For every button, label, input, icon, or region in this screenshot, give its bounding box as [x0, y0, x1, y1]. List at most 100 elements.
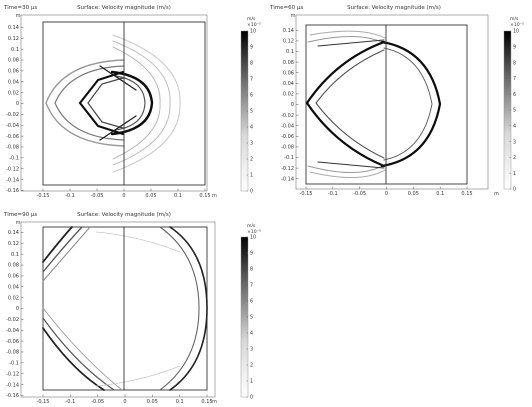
colorbar-tick-label: 8	[250, 61, 253, 67]
panel-2-domain-boundary	[305, 24, 468, 185]
x-tick-label: 0	[123, 399, 126, 405]
panel-3-title: Surface: Velocity magnitude (m/s)	[77, 212, 171, 218]
y-tick-label: 0.12	[8, 241, 19, 247]
panel-2-time-label: Time=60 μs	[269, 5, 303, 11]
colorbar-tick-label: 4	[513, 124, 516, 130]
x-tick-label: 0.05	[145, 193, 156, 199]
y-tick-label: 0	[16, 101, 19, 107]
colorbar-tick-label: 4	[250, 125, 253, 131]
y-tick-label: -0.08	[6, 350, 19, 356]
y-tick-label: 0.02	[8, 90, 19, 96]
panel-1-ripple	[112, 40, 171, 166]
panel-3-y-unit: m	[16, 220, 21, 226]
panel-3-front	[42, 307, 123, 391]
y-tick-label: -0.16	[6, 393, 19, 399]
panel-3-front	[42, 226, 73, 263]
panel-1-title: Surface: Velocity magnitude (m/s)	[77, 5, 171, 11]
colorbar-tick-label: 7	[250, 77, 253, 83]
x-tick-label: -0.1	[65, 193, 75, 199]
y-tick-label: -0.02	[281, 113, 294, 119]
y-tick-label: -0.12	[6, 371, 19, 377]
panel-2-ripple	[307, 36, 387, 45]
panel-3-front	[159, 226, 200, 391]
y-tick-label: 0.1	[286, 49, 294, 55]
panel-3-axes: -0.15 -0.1 -0.05 0 0.05 0.1 0.15 0.14 0.12 0.1 0.0…	[6, 230, 213, 405]
colorbar-tick-label: 4	[250, 331, 253, 337]
y-tick-label: 0.14	[8, 230, 19, 236]
x-tick-label: 0.05	[147, 399, 158, 405]
y-tick-label: -0.04	[6, 123, 19, 129]
y-tick-label: -0.04	[281, 123, 294, 129]
x-tick-label: -0.15	[37, 193, 50, 199]
colorbar-tick-label: 10	[513, 29, 519, 35]
y-tick-label: 0.02	[283, 92, 294, 98]
colorbar-tick-label: 10	[250, 29, 256, 35]
colorbar-tick-label: 6	[250, 93, 253, 99]
y-tick-label: -0.06	[281, 134, 294, 140]
panel-1-x-unit: m	[212, 193, 217, 199]
x-tick-label: 0.1	[176, 399, 184, 405]
panel-1-ripple	[45, 59, 125, 147]
panel-1-wavefield	[42, 21, 206, 186]
colorbar-tick-label: 9	[250, 251, 253, 257]
panel-1: Time=30 μs Surface: Velocity magnitude (…	[3, 5, 261, 199]
panel-3-wavefield	[42, 226, 208, 391]
panel-2-main-front-inner	[383, 47, 433, 161]
panel-2-cusp	[305, 40, 386, 168]
colorbar-tick-label: 0	[250, 189, 253, 195]
panel-1-ripple	[54, 65, 125, 141]
panel-1-axes: -0.15 -0.1 -0.05 0 0.05 0.1 0.15 0.14 0.12 0.1 0.0…	[6, 25, 211, 199]
panel-1-ripple	[112, 34, 181, 173]
y-tick-label: -0.14	[281, 176, 294, 182]
y-tick-label: -0.14	[6, 382, 19, 388]
panel-3-colorbar-exponent: ×10⁻⁵	[247, 229, 261, 235]
panel-1-ripple	[112, 46, 161, 160]
y-tick-label: -0.16	[6, 188, 19, 194]
colorbar-tick-label: 3	[250, 347, 253, 353]
panel-1-crossing	[99, 65, 137, 91]
panel-2-main-front	[380, 40, 442, 168]
panel-3-colorbar-ticks: 0 1 2 3 4 5 6 7 8 9 10	[246, 235, 256, 401]
y-tick-label: 0.1	[11, 47, 19, 53]
y-tick-label: 0	[16, 306, 19, 312]
colorbar-tick-label: 2	[250, 157, 253, 163]
panel-3-front	[42, 317, 115, 391]
y-tick-label: 0.02	[8, 295, 19, 301]
colorbar-tick-label: 9	[513, 45, 516, 51]
x-tick-label: 0.05	[408, 191, 419, 197]
x-tick-label: -0.15	[300, 191, 313, 197]
y-tick-label: 0.06	[8, 274, 19, 280]
x-tick-label: 0.15	[199, 193, 210, 199]
panel-2-colorbar: m/s ×10⁻⁵ 0 1 2 3 4 5 6 7 8 9 10	[503, 16, 524, 193]
x-tick-label: 0	[385, 191, 388, 197]
x-tick-label: 0	[122, 193, 125, 199]
panel-2: Time=60 μs Surface: Velocity magnitude (…	[269, 5, 524, 197]
panel-3-plot-area	[20, 221, 216, 398]
panel-1-plot-area	[20, 14, 208, 192]
x-tick-label: -0.05	[91, 193, 104, 199]
y-tick-label: -0.08	[6, 145, 19, 151]
panel-2-colorbar-unit: m/s	[510, 16, 519, 22]
colorbar-tick-label: 6	[250, 299, 253, 305]
colorbar-tick-label: 3	[513, 139, 516, 145]
y-tick-label: 0.12	[8, 36, 19, 42]
colorbar-tick-label: 1	[250, 173, 253, 179]
panel-3-front	[169, 226, 208, 391]
colorbar-tick-label: 10	[250, 235, 256, 241]
y-tick-label: 0.06	[283, 70, 294, 76]
x-tick-label: 0.1	[174, 193, 182, 199]
panel-1-colorbar-unit: m/s	[247, 16, 256, 22]
y-tick-label: 0.14	[283, 28, 294, 34]
colorbar-tick-label: 7	[250, 283, 253, 289]
panel-3-time-label: Time=90 μs	[3, 212, 37, 218]
panel-1-time-label: Time=30 μs	[3, 5, 37, 11]
panel-1-colorbar-ticks: 0 1 2 3 4 5 6 7 8 9 10	[246, 29, 256, 195]
x-tick-label: -0.1	[65, 399, 75, 405]
y-tick-label: 0.1	[11, 252, 19, 258]
panel-1-cusp-inner	[87, 77, 124, 129]
colorbar-tick-label: 2	[250, 363, 253, 369]
colorbar-tick-label: 1	[250, 379, 253, 385]
y-tick-label: -0.1	[284, 155, 294, 161]
panel-1-colorbar: m/s ×10⁻⁵ 0 1 2 3 4 5 6 7 8 9 10	[240, 16, 261, 195]
